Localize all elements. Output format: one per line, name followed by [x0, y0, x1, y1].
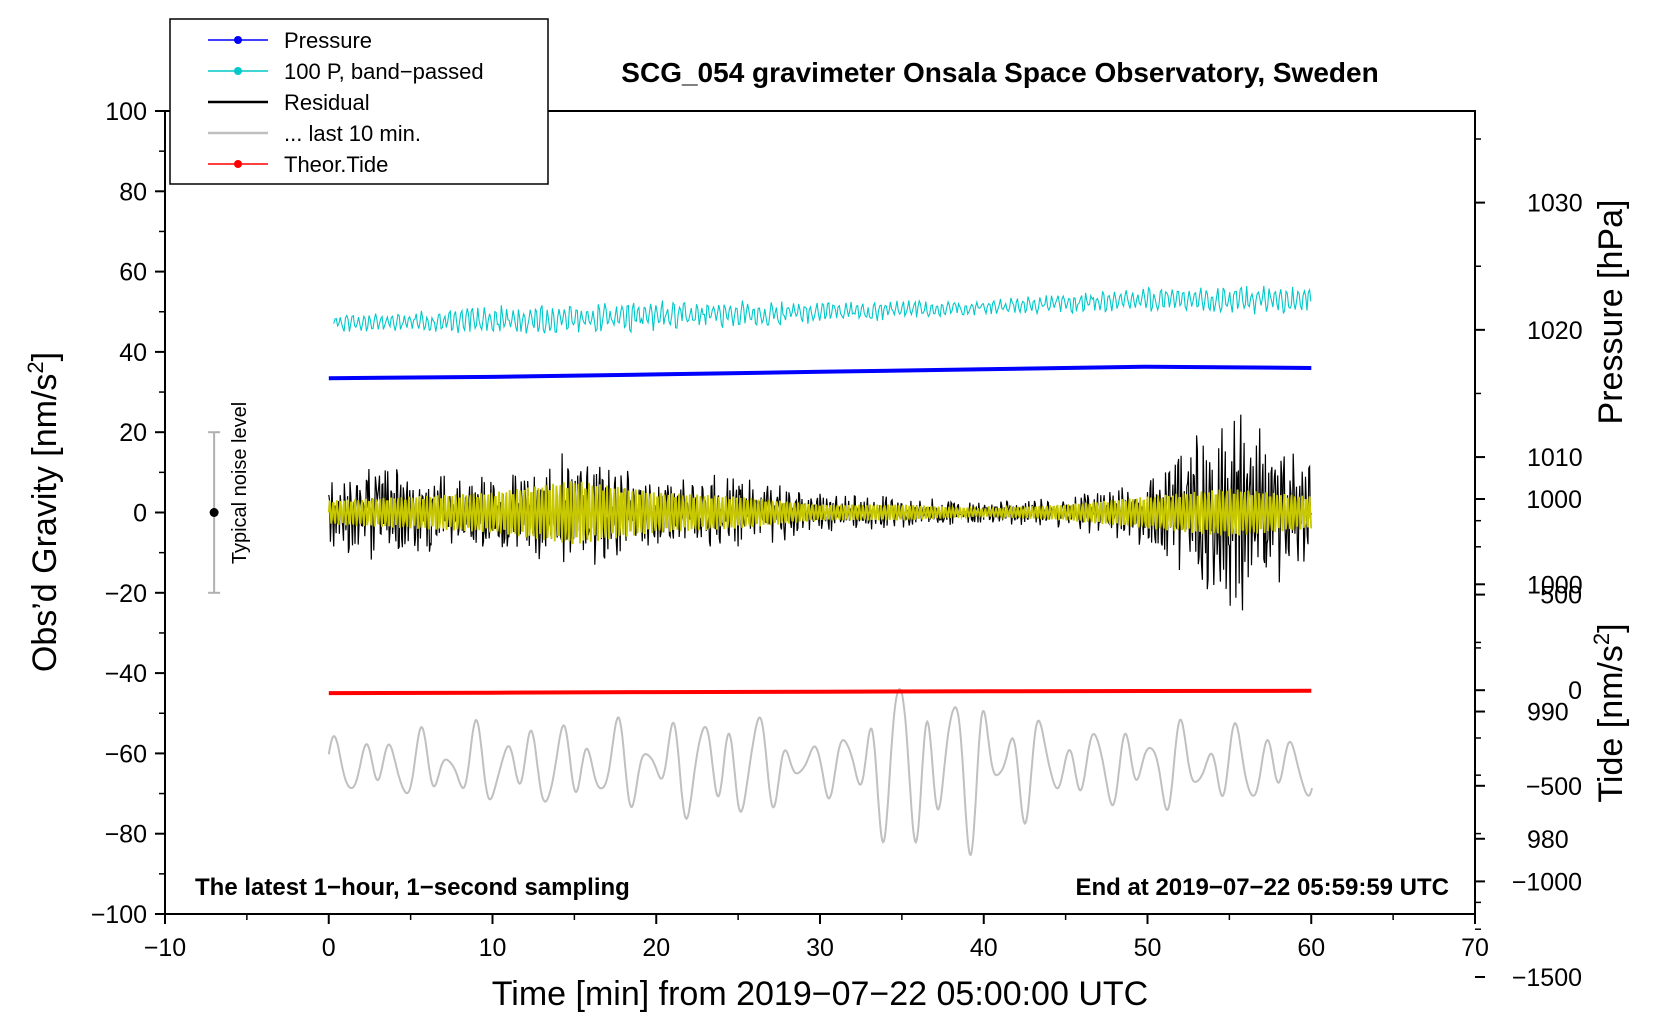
series-last-10-min — [327, 688, 1314, 857]
tide-axis-title-main: Tide [nm/s — [1592, 645, 1630, 802]
series-layer — [327, 285, 1314, 857]
y-axis-title-end: ] — [26, 352, 64, 361]
tide-axis-title-sup: 2 — [1589, 633, 1614, 645]
tide-tick-label: −1000 — [1512, 868, 1582, 896]
pressure-tick-label: 980 — [1527, 826, 1569, 854]
y-tick-label: −80 — [105, 821, 147, 849]
y-tick-label: −100 — [91, 901, 147, 929]
x-axis-title: Time [min] from 2019−07−22 05:00:00 UTC — [492, 975, 1148, 1013]
series-theor-tide — [328, 688, 1312, 696]
pressure-tick-label: 1020 — [1527, 317, 1583, 345]
y-tick-label: −20 — [105, 580, 147, 608]
x-tick-label: 40 — [970, 934, 998, 962]
noise-level-bar — [208, 431, 221, 594]
y-axis-title: Obs’d Gravity [nm/s2] — [23, 352, 64, 672]
pressure-tick-label: 1010 — [1527, 444, 1583, 472]
tide-tick-label: 0 — [1568, 677, 1582, 705]
x-tick-label: 20 — [642, 934, 670, 962]
y-tick-label: 60 — [119, 259, 147, 287]
y-axis-title-sup: 2 — [23, 361, 48, 373]
legend-label: 100 P, band−passed — [284, 59, 484, 84]
series-pressure — [328, 364, 1312, 381]
legend-marker — [234, 160, 242, 168]
series-residual-filtered — [327, 481, 1313, 545]
x-tick-label: 30 — [806, 934, 834, 962]
legend: Pressure 100 P, band−passed Residual ... la… — [169, 18, 549, 185]
tide-tick-label: 1000 — [1526, 486, 1582, 514]
x-tick-label: 60 — [1297, 934, 1325, 962]
tide-tick-label: −500 — [1526, 773, 1582, 801]
x-tick-label: 10 — [479, 934, 507, 962]
x-tick-label: 70 — [1461, 934, 1489, 962]
series-pressure-bandpassed — [333, 285, 1312, 334]
y-axis-title-main: Obs’d Gravity [nm/s — [26, 374, 64, 673]
legend-label: Residual — [284, 90, 370, 115]
y-axis-gravity: −100 −80 −60 −40 −20 0 20 40 60 80 100 — [91, 98, 165, 929]
x-tick-label: 50 — [1134, 934, 1162, 962]
noise-level-label: Typical noise level — [229, 402, 251, 564]
chart-title: SCG_054 gravimeter Onsala Space Observat… — [621, 57, 1378, 88]
tide-tick-label: −1500 — [1512, 964, 1582, 992]
y-tick-label: −40 — [105, 660, 147, 688]
tide-axis-title: Tide [nm/s2] — [1589, 623, 1630, 802]
pressure-tick-label: 1000 — [1527, 571, 1583, 599]
y-tick-label: 20 — [119, 419, 147, 447]
y-tick-label: −60 — [105, 740, 147, 768]
tide-axis-title-end: ] — [1592, 623, 1630, 632]
legend-label: Pressure — [284, 28, 372, 53]
legend-label: ... last 10 min. — [284, 121, 421, 146]
noise-bar-center — [209, 508, 219, 517]
legend-marker — [234, 36, 242, 44]
legend-label: Theor.Tide — [284, 152, 388, 177]
y-tick-label: 40 — [119, 339, 147, 367]
legend-marker — [234, 67, 242, 75]
x-axis: −10 0 10 20 30 40 50 60 70 — [144, 914, 1489, 962]
x-tick-label: 0 — [322, 934, 336, 962]
y-tick-label: 100 — [105, 98, 147, 126]
pressure-axis-title: Pressure [hPa] — [1592, 200, 1630, 425]
y-tick-label: 0 — [133, 500, 147, 528]
y-axis-pressure: 980 990 1000 1010 1020 1030 — [1475, 138, 1583, 904]
pressure-tick-label: 990 — [1527, 699, 1569, 727]
x-tick-label: −10 — [144, 934, 186, 962]
annotation-end-time: End at 2019−07−22 05:59:59 UTC — [1075, 874, 1449, 901]
pressure-tick-label: 1030 — [1527, 190, 1583, 218]
annotation-sampling: The latest 1−hour, 1−second sampling — [195, 874, 630, 901]
tide-tick-label: 500 — [1540, 582, 1582, 610]
y-tick-label: 80 — [119, 178, 147, 206]
